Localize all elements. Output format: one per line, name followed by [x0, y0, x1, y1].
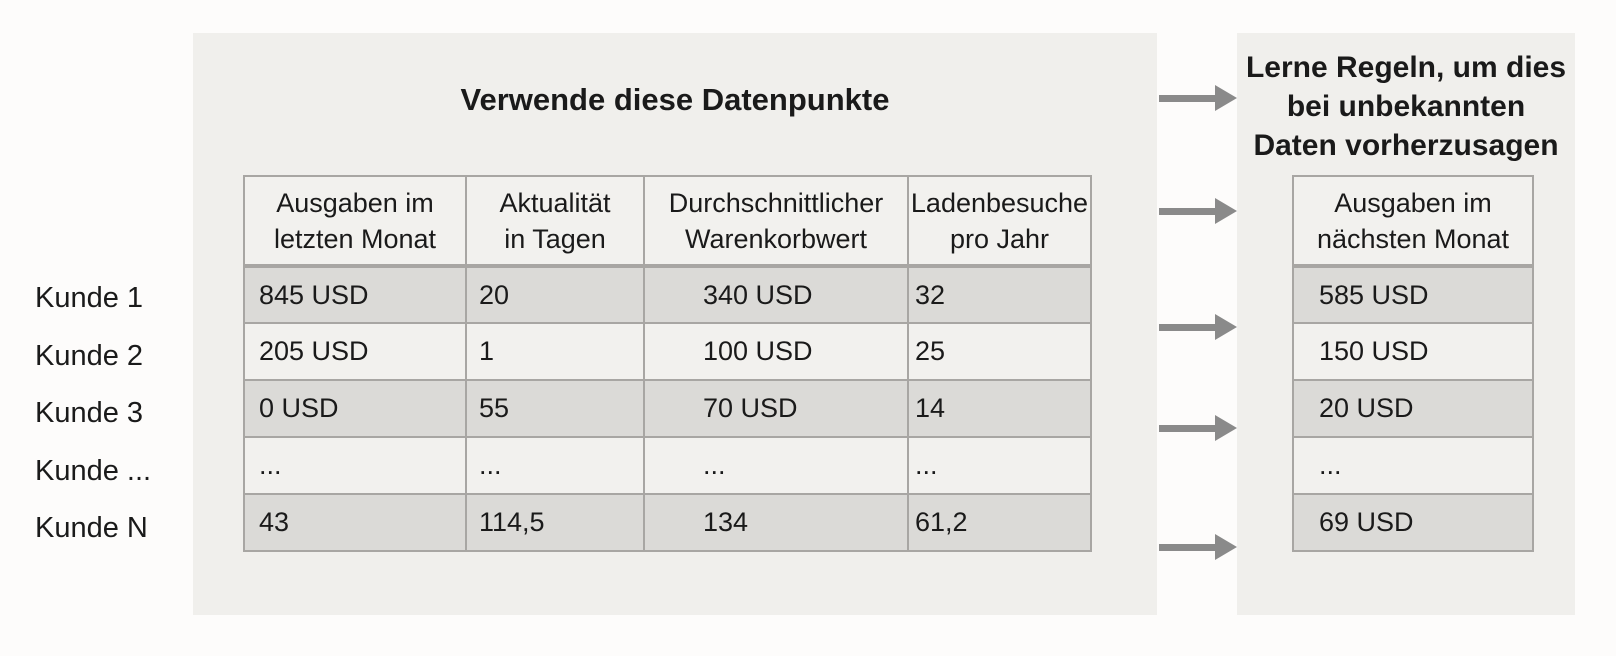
right-panel-title: Lerne Regeln, um dies bei unbekannten Da…: [1237, 48, 1575, 165]
flow-arrow-icon: [1159, 85, 1237, 111]
cell: 845 USD: [243, 265, 467, 324]
cell: 134: [643, 493, 909, 552]
left-panel-title: Verwende diese Datenpunkte: [460, 82, 890, 117]
cell: 32: [907, 265, 1092, 324]
row-label-kunde-1: Kunde 1: [35, 282, 144, 314]
column-header-ladenbesuche: Ladenbesuche pro Jahr: [907, 175, 1092, 268]
cell: 43: [243, 493, 467, 552]
row-label-kunde-ellipsis: Kunde ...: [35, 455, 152, 487]
prediction-row-kunde-3: 20 USD: [1292, 379, 1534, 438]
cell: 1: [465, 322, 645, 381]
cell: 0 USD: [243, 379, 467, 438]
cell: 14: [907, 379, 1092, 438]
row-label-kunde-3: Kunde 3: [35, 397, 144, 429]
cell: 340 USD: [643, 265, 909, 324]
cell: ...: [907, 436, 1092, 495]
cell: 20 USD: [1292, 379, 1534, 438]
prediction-row-kunde-n: 69 USD: [1292, 493, 1534, 552]
table-row-kunde-3: 0 USD 55 70 USD 14: [243, 379, 1092, 438]
table-row-kunde-n: 43 114,5 134 61,2: [243, 493, 1092, 552]
training-data-table: Ausgaben im letzten Monat Aktualität in …: [243, 175, 1092, 552]
flow-arrow-icon: [1159, 198, 1237, 224]
right-panel-title-line: Lerne Regeln, um dies: [1245, 51, 1567, 84]
cell: 585 USD: [1292, 265, 1534, 324]
cell: 61,2: [907, 493, 1092, 552]
table-row-kunde-2: 205 USD 1 100 USD 25: [243, 322, 1092, 381]
cell: 150 USD: [1292, 322, 1534, 381]
prediction-table: Ausgaben im nächsten Monat 585 USD 150 U…: [1292, 175, 1534, 552]
cell: ...: [465, 436, 645, 495]
row-label-kunde-n: Kunde N: [35, 512, 148, 544]
cell: 55: [465, 379, 645, 438]
header-row: Ausgaben im nächsten Monat: [1292, 175, 1534, 268]
cell: 70 USD: [643, 379, 909, 438]
cell: 25: [907, 322, 1092, 381]
cell: ...: [1292, 436, 1534, 495]
prediction-row-kunde-2: 150 USD: [1292, 322, 1534, 381]
cell: 114,5: [465, 493, 645, 552]
prediction-row-kunde-ellipsis: ...: [1292, 436, 1534, 495]
cell: ...: [643, 436, 909, 495]
right-panel-title-line: Daten vorherzusagen: [1253, 129, 1559, 162]
table-row-kunde-1: 845 USD 20 340 USD 32: [243, 265, 1092, 324]
prediction-row-kunde-1: 585 USD: [1292, 265, 1534, 324]
column-header-ausgaben-letzter-monat: Ausgaben im letzten Monat: [243, 175, 467, 268]
flow-arrow-icon: [1159, 314, 1237, 340]
column-header-aktualitaet: Aktualität in Tagen: [465, 175, 645, 268]
header-row: Ausgaben im letzten Monat Aktualität in …: [243, 175, 1092, 268]
column-header-ausgaben-naechster-monat: Ausgaben im nächsten Monat: [1292, 175, 1534, 268]
flow-arrow-icon: [1159, 415, 1237, 441]
cell: 20: [465, 265, 645, 324]
cell: 205 USD: [243, 322, 467, 381]
right-panel-title-line: bei unbekannten: [1286, 90, 1526, 123]
cell: 100 USD: [643, 322, 909, 381]
flow-arrow-icon: [1159, 534, 1237, 560]
row-label-kunde-2: Kunde 2: [35, 340, 144, 372]
table-row-kunde-ellipsis: ... ... ... ...: [243, 436, 1092, 495]
column-header-warenkorbwert: Durchschnittlicher Warenkorbwert: [643, 175, 909, 268]
cell: 69 USD: [1292, 493, 1534, 552]
cell: ...: [243, 436, 467, 495]
